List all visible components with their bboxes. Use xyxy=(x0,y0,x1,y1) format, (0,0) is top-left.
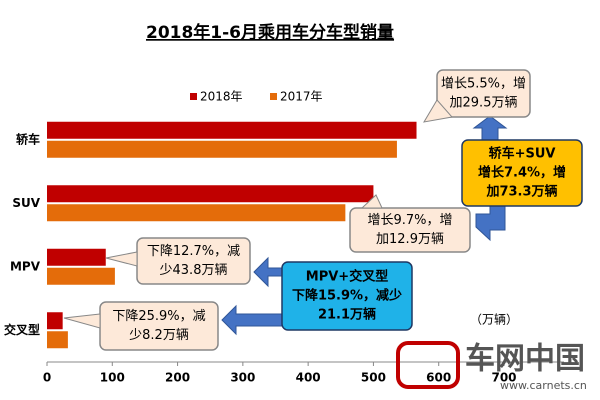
bar xyxy=(47,331,68,349)
bar xyxy=(47,204,346,222)
bar xyxy=(47,312,63,330)
bar xyxy=(47,121,417,139)
callout-text: 21.1万辆 xyxy=(318,307,376,323)
legend-swatch xyxy=(270,93,277,100)
callout-text: 下降12.7%，减 xyxy=(147,244,240,259)
x-tick-label: 500 xyxy=(361,371,386,385)
x-unit: （万辆） xyxy=(470,313,518,327)
callout-text: 增长5.5%，增 xyxy=(441,77,526,92)
callout-text: 少43.8万辆 xyxy=(160,263,228,278)
callout-text: 少8.2万辆 xyxy=(129,328,189,343)
x-tick-label: 700 xyxy=(491,371,516,385)
arrow xyxy=(472,115,508,141)
y-tick-label: 交叉型 xyxy=(4,322,40,337)
x-tick-label: 300 xyxy=(230,371,255,385)
arrow xyxy=(221,304,283,336)
legend-swatch xyxy=(190,93,197,100)
callout-text: MPV+交叉型 xyxy=(306,269,388,285)
callout-tail xyxy=(360,194,383,209)
callout-text: 增长7.4%，增 xyxy=(478,165,566,181)
callout-box xyxy=(349,207,471,253)
callout-text: 加73.3万辆 xyxy=(485,184,557,200)
arrow xyxy=(475,204,506,242)
watermark-url: www.carnets.cn xyxy=(500,379,587,392)
callout-text: 增长9.7%，增 xyxy=(367,213,452,228)
arrow xyxy=(253,256,283,288)
callout-tail xyxy=(423,99,453,123)
callout-box xyxy=(461,139,583,207)
legend-label: 2018年 xyxy=(200,90,243,104)
callout-text: 下降25.9%，减 xyxy=(112,309,205,324)
x-tick-label: 400 xyxy=(296,371,321,385)
chart-title: 2018年1-6月乘用车分车型销量 xyxy=(146,22,394,43)
callout-text: 加29.5万辆 xyxy=(450,96,518,111)
callout-text: 下降15.9%，减少 xyxy=(292,288,402,304)
bar xyxy=(47,267,115,285)
callout-box xyxy=(281,261,413,331)
callout-tail xyxy=(63,313,101,329)
x-tick-label: 600 xyxy=(426,371,451,385)
x-tick-label: 200 xyxy=(165,371,190,385)
callout-tail xyxy=(105,251,138,267)
y-tick-label: 轿车 xyxy=(16,131,40,146)
y-tick-label: MPV xyxy=(10,259,41,273)
callout-text: 加12.9万辆 xyxy=(376,232,444,247)
logo xyxy=(396,341,460,389)
bar xyxy=(47,185,374,203)
bar xyxy=(47,248,106,266)
bar xyxy=(47,140,397,158)
legend-label: 2017年 xyxy=(280,90,323,104)
x-tick-label: 100 xyxy=(100,371,125,385)
callout-box xyxy=(436,69,531,118)
watermark-title: 车网中国 xyxy=(465,342,585,377)
callout-text: 轿车+SUV xyxy=(489,146,556,162)
y-tick-label: SUV xyxy=(12,196,40,210)
x-tick-label: 0 xyxy=(43,371,51,385)
